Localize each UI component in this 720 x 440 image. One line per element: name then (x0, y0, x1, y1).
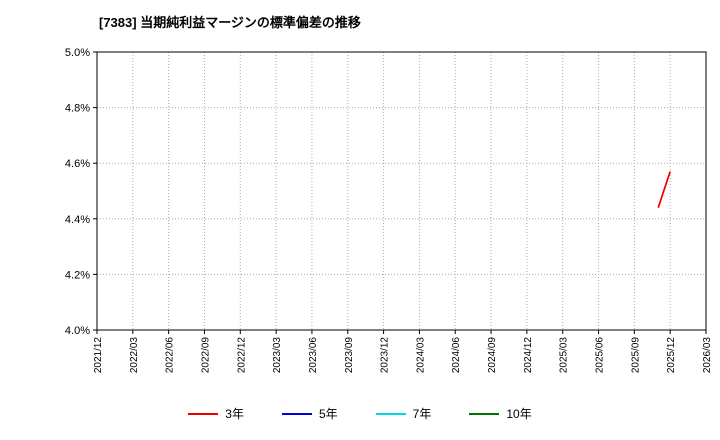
x-tick-label: 2023/12 (380, 337, 391, 374)
x-tick-label: 2026/03 (702, 337, 713, 374)
y-tick-label: 5.0% (65, 47, 90, 59)
chart-title: [7383] 当期純利益マージンの標準偏差の推移 (99, 15, 361, 30)
x-tick-label: 2023/03 (272, 337, 283, 374)
y-tick-label: 4.8% (65, 103, 90, 115)
legend-label: 7年 (412, 407, 432, 421)
x-tick-label: 2023/09 (344, 337, 355, 374)
y-tick-label: 4.2% (65, 269, 90, 281)
y-tick-label: 4.6% (65, 158, 90, 170)
legend-item: 10年 (469, 405, 532, 422)
x-tick-label: 2025/12 (666, 337, 677, 374)
x-tick-label: 2022/06 (165, 337, 176, 374)
legend-line-swatch (375, 412, 406, 415)
series-line-3年 (657, 171, 671, 208)
y-tick-label: 4.4% (65, 214, 90, 226)
legend-item: 5年 (281, 405, 338, 422)
x-tick-label: 2024/12 (523, 337, 534, 374)
chart-legend: 3年 5年 7年 10年 (0, 405, 720, 422)
x-tick-label: 2025/09 (630, 337, 641, 374)
y-tick-label: 4.0% (65, 325, 90, 337)
x-tick-label: 2022/12 (236, 337, 247, 374)
x-tick-label: 2025/03 (559, 337, 570, 374)
legend-item: 7年 (375, 405, 432, 422)
legend-line-swatch (188, 412, 219, 415)
x-tick-label: 2024/09 (487, 337, 498, 374)
x-tick-label: 2024/03 (415, 337, 426, 374)
x-tick-label: 2021/12 (93, 337, 104, 374)
legend-label: 3年 (225, 407, 244, 421)
x-tick-label: 2022/09 (200, 337, 211, 374)
plot-frame (96, 51, 707, 331)
legend-line-swatch (469, 412, 500, 415)
legend-label: 5年 (318, 407, 338, 421)
legend-label: 10年 (506, 407, 532, 421)
x-tick-label: 2023/06 (308, 337, 319, 374)
legend-item: 3年 (188, 405, 244, 422)
x-tick-label: 2024/06 (451, 337, 462, 374)
x-tick-label: 2022/03 (129, 337, 140, 374)
legend-line-swatch (281, 412, 312, 415)
x-tick-label: 2025/06 (595, 337, 606, 374)
